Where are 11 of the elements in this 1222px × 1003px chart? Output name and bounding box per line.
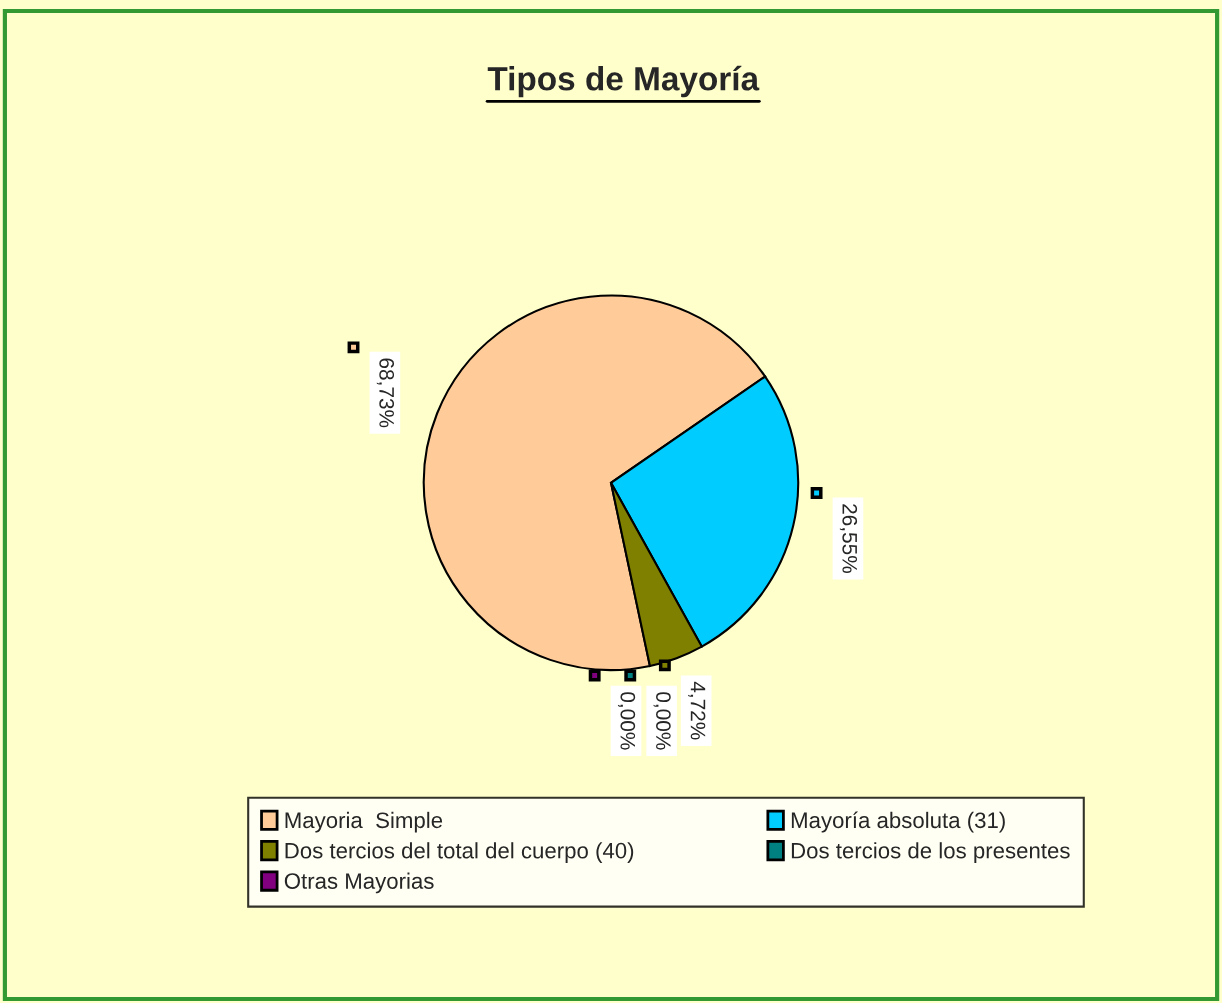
data-label: 4,72% xyxy=(688,681,706,740)
legend-label: Otras Mayorias xyxy=(284,872,434,894)
legend-label: Dos tercios del total del cuerpo (40) xyxy=(285,842,634,863)
data-label: 68,73% xyxy=(376,358,395,428)
legend-label: Mayoria Simple xyxy=(285,811,443,833)
legend-label: Dos tercios de los presentes xyxy=(791,842,1070,863)
text: 0,00% xyxy=(617,692,636,750)
chart-title: Tipos de Mayoría xyxy=(487,65,760,98)
data-label: 26,55% xyxy=(839,504,858,574)
legend-label: Mayoría absoluta (31) xyxy=(791,811,1005,833)
text: 0,00% xyxy=(653,692,671,750)
